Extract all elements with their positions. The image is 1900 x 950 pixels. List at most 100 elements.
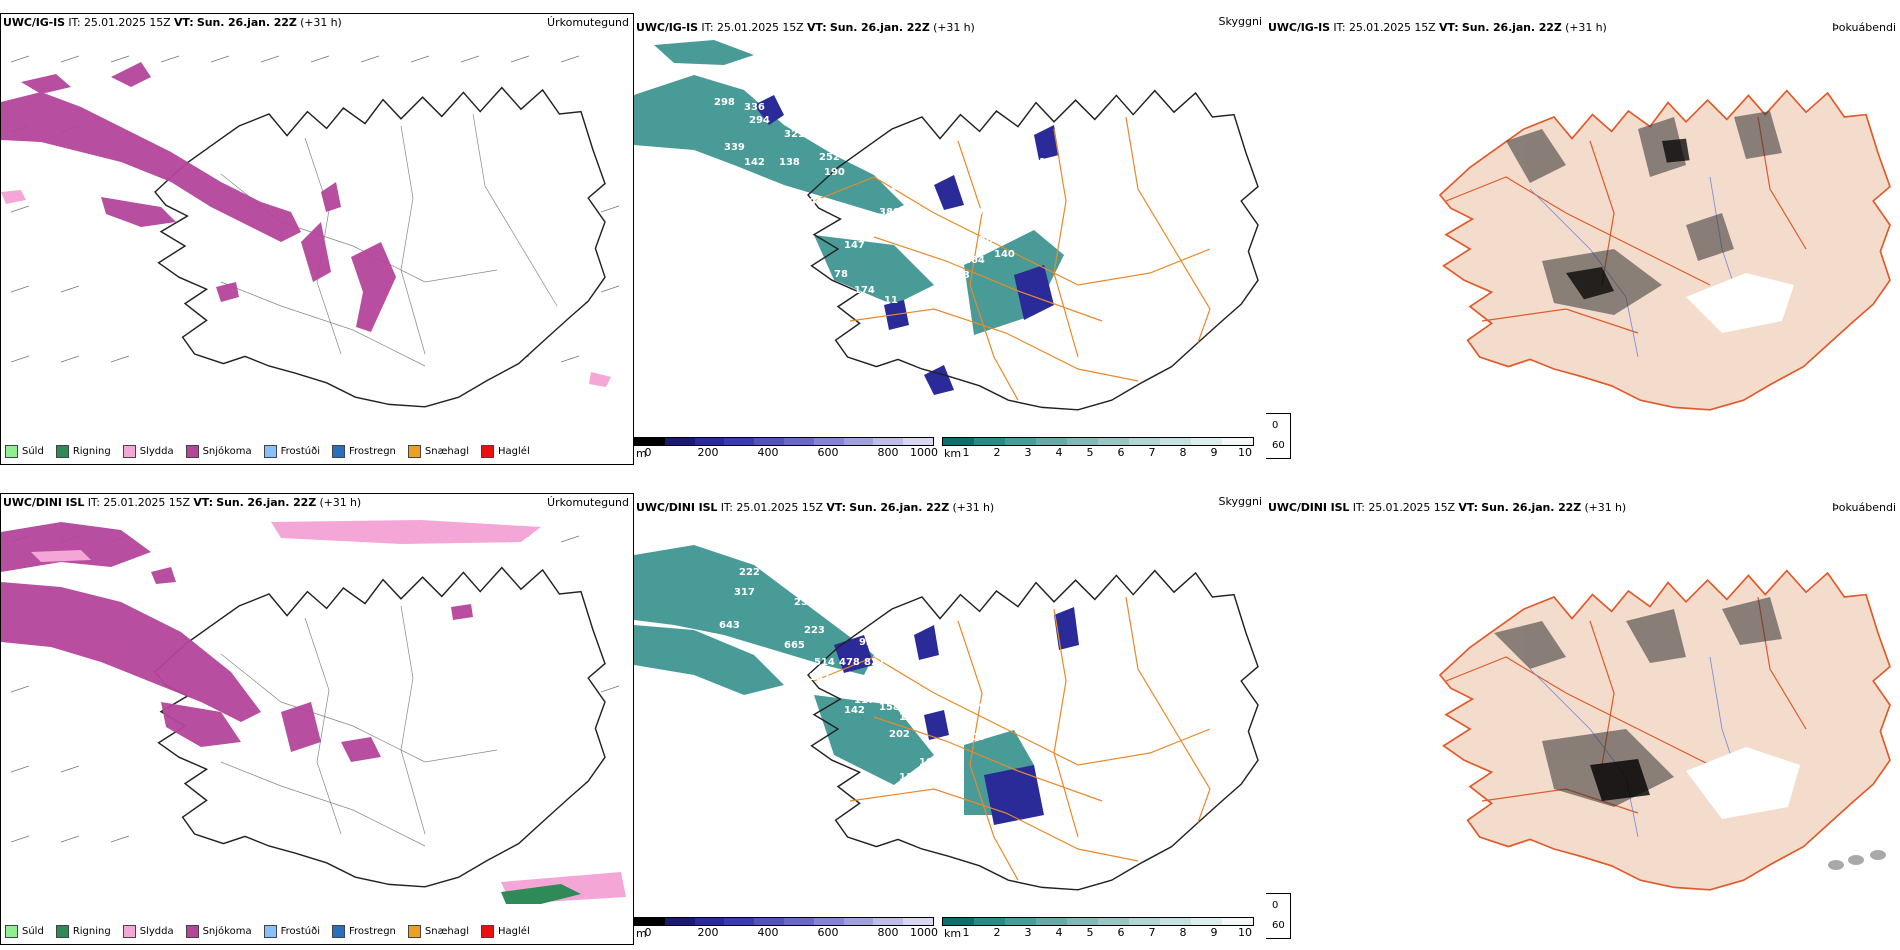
fog-legend: 0 60 <box>1266 413 1291 459</box>
colorbar-segment <box>664 438 695 445</box>
ceiling-label: 252 <box>819 152 840 163</box>
legend-item: Snjókoma <box>185 445 252 458</box>
colorbar-segment <box>1067 918 1098 925</box>
ceiling-label: 258 <box>1009 657 1030 668</box>
ceiling-ticks: 0 200 400 600 800 1000 <box>644 926 939 939</box>
panel-title: Úrkomutegund <box>547 496 629 509</box>
ceiling-label: 191 <box>954 719 975 730</box>
colorbar-segment <box>813 918 844 925</box>
legend-swatch <box>332 925 345 938</box>
ceiling-label: 142 <box>744 157 765 168</box>
ceiling-label: 142 <box>844 705 865 716</box>
colorbar-segment <box>1098 438 1129 445</box>
legend-item: Haglél <box>481 925 530 938</box>
ceiling-ticks: 0 200 400 600 800 1000 <box>644 446 939 459</box>
colorbar-segment <box>635 918 665 925</box>
ceiling-label: 126 <box>774 552 795 563</box>
ceiling-label: 174 <box>854 285 875 296</box>
legend-swatch <box>185 925 199 938</box>
ceiling-label: 96 <box>919 777 933 788</box>
ceiling-label: 337 <box>739 77 760 88</box>
ceiling-label: 514 <box>814 657 835 668</box>
colorbar-segment <box>724 438 755 445</box>
visibility-ticks: 1 2 3 4 5 6 7 8 9 10 <box>962 446 1253 459</box>
ceiling-label: 11 <box>884 295 898 306</box>
visibility-colorbar <box>942 917 1254 926</box>
ceiling-label: 140 <box>994 249 1015 260</box>
precip-map <box>1 55 620 408</box>
legend-swatch <box>5 925 18 938</box>
colorbar-segment <box>1036 918 1067 925</box>
colorbar-segment <box>664 918 695 925</box>
panel-title: Skyggni <box>1218 495 1262 508</box>
legend-swatch <box>263 925 277 938</box>
colorbar-segment <box>873 438 904 445</box>
ceiling-label: 117 <box>854 695 875 706</box>
ceiling-label: 121 <box>869 227 890 238</box>
ceiling-colorbar <box>634 437 934 446</box>
colorbar-segment <box>1160 918 1191 925</box>
colorbar-segment <box>1005 918 1036 925</box>
colorbar-segment <box>754 918 784 925</box>
ceiling-label: 321 <box>784 129 805 140</box>
ceiling-label: 132 <box>899 712 920 723</box>
ceiling-label: 317 <box>734 587 755 598</box>
colorbar-segment <box>1129 918 1160 925</box>
panel-header: UWC/DINI ISL IT: 25.01.2025 15Z VT: Sun.… <box>1268 501 1627 514</box>
colorbar-segment <box>783 438 814 445</box>
ceiling-label: 138 <box>779 157 800 168</box>
ceiling-label: 264 <box>964 255 985 266</box>
fog-map <box>1439 569 1891 891</box>
visibility-panel-1: UWC/IG-IS IT: 25.01.2025 15Z VT: Sun. 26… <box>634 13 1266 465</box>
colorbar-segment <box>903 438 933 445</box>
ceiling-label: 963 <box>809 197 830 208</box>
colorbar-segment <box>1222 918 1253 925</box>
ceiling-label: 223 <box>949 270 970 281</box>
panel-title: Þokuábendi <box>1832 21 1896 34</box>
ceiling-label: 337 <box>809 672 830 683</box>
ceiling-colorbar <box>634 917 934 926</box>
colorbar-segment <box>943 918 974 925</box>
legend-item: Frostúði <box>263 925 320 938</box>
ceiling-label: 147 <box>844 240 865 251</box>
colorbar-segment <box>1160 438 1191 445</box>
panel-header: UWC/IG-IS IT: 25.01.2025 15Z VT: Sun. 26… <box>1268 21 1607 34</box>
ceiling-label: 22 <box>904 235 918 246</box>
colorbar-segment <box>903 918 933 925</box>
colorbar-segment <box>754 438 784 445</box>
legend-swatch <box>332 445 345 458</box>
ceiling-label: 223 <box>804 625 825 636</box>
legend-swatch <box>407 445 421 458</box>
colorbar-segment <box>843 918 874 925</box>
precip-legend: Súld Rigning Slydda Snjókoma Frostúði Fr… <box>5 925 530 938</box>
ceiling-label: 190 <box>824 167 845 178</box>
colorbar-segment <box>1191 438 1222 445</box>
ceiling-label: 119 <box>899 772 920 783</box>
ceiling-label: 222 <box>739 567 760 578</box>
colorbar-segment <box>1098 918 1129 925</box>
ceiling-label: 158 <box>879 702 900 713</box>
fog-panel-1: UWC/IG-IS IT: 25.01.2025 15Z VT: Sun. 26… <box>1266 13 1900 465</box>
panel-title: Skyggni <box>1218 15 1262 28</box>
colorbar-segment <box>1191 918 1222 925</box>
colorbar-segment <box>974 918 1005 925</box>
colorbar-segment <box>1129 438 1160 445</box>
colorbar-segment <box>843 438 874 445</box>
legend-item: Snæhagl <box>407 925 469 938</box>
legend-item: Rigning <box>55 925 111 938</box>
ceiling-label: 827 <box>864 657 885 668</box>
ceiling-label: 380 <box>879 207 900 218</box>
legend-item: Rigning <box>55 445 111 458</box>
legend-swatch <box>5 445 18 458</box>
legend-item: Súld <box>5 445 44 458</box>
ceiling-label: 91 <box>914 167 928 178</box>
colorbar-segment <box>974 438 1005 445</box>
legend-swatch <box>263 445 277 458</box>
colorbar-segment <box>694 438 725 445</box>
ceiling-label: 202 <box>889 729 910 740</box>
precip-type-panel-2: UWC/DINI ISL IT: 25.01.2025 15Z VT: Sun.… <box>0 493 634 945</box>
colorbar-segment <box>1067 438 1098 445</box>
legend-swatch <box>122 445 136 458</box>
ceiling-label: 133 <box>1039 157 1060 168</box>
